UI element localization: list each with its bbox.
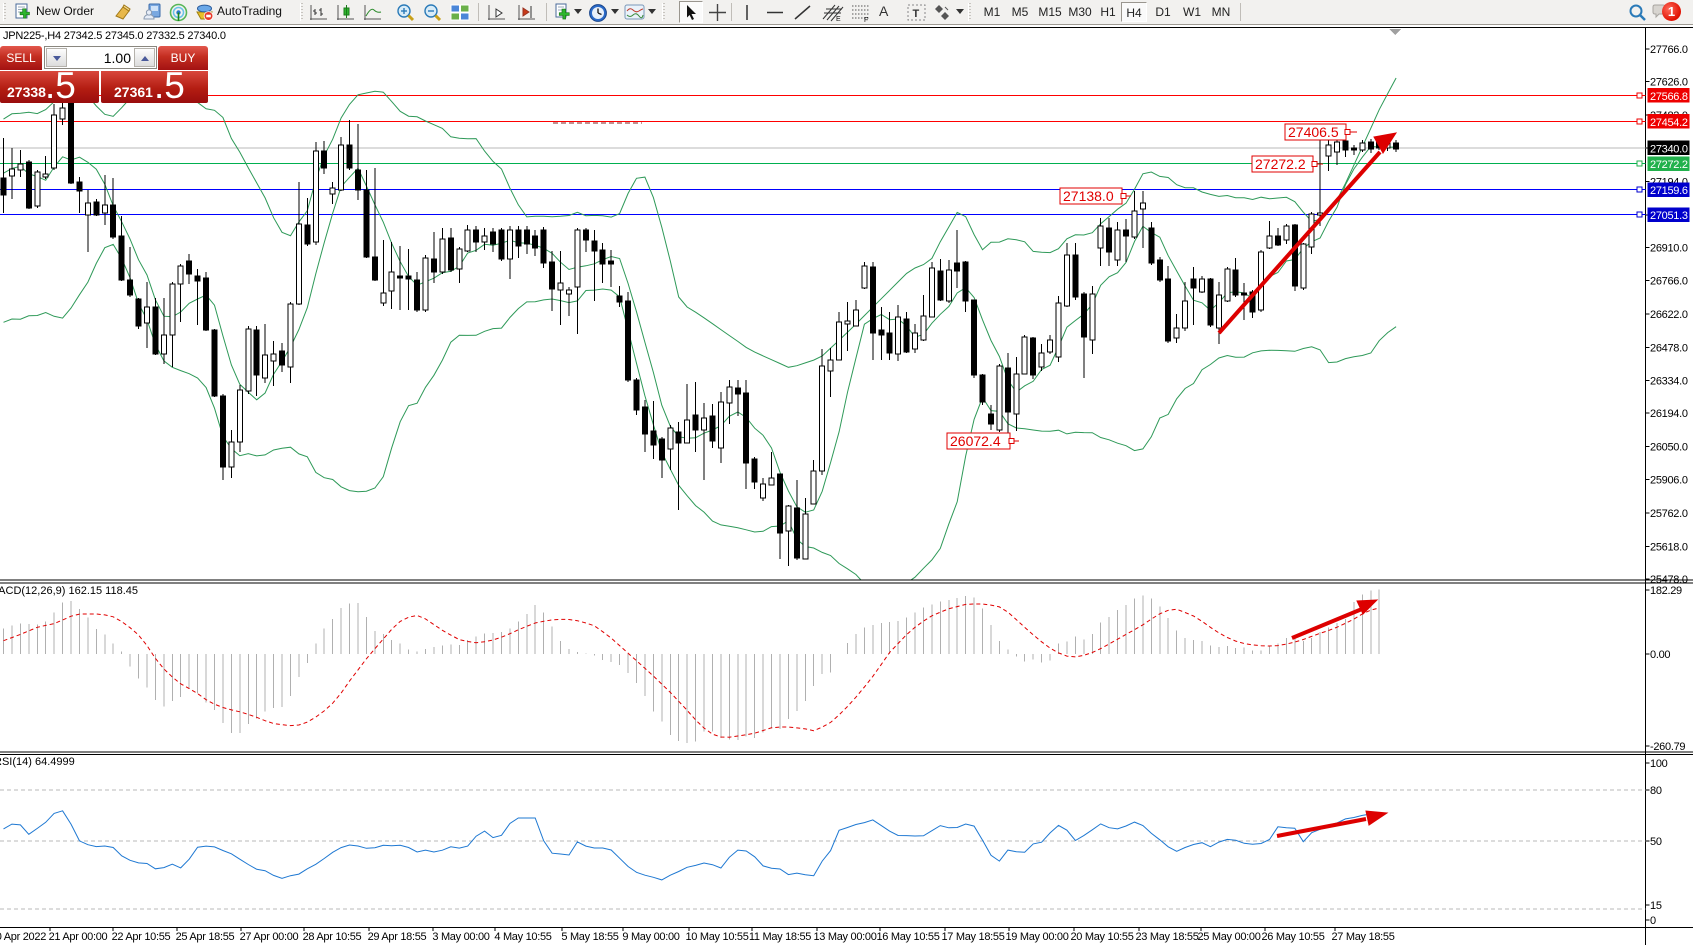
svg-text:26194.0: 26194.0 <box>1650 408 1688 420</box>
svg-text:27272.2: 27272.2 <box>1255 156 1306 172</box>
svg-text:26478.0: 26478.0 <box>1650 342 1688 354</box>
svg-text:25618.0: 25618.0 <box>1650 541 1688 553</box>
svg-text:26910.0: 26910.0 <box>1650 242 1688 254</box>
svg-text:21 Apr 00:00: 21 Apr 00:00 <box>49 931 108 943</box>
svg-text:RSI(14) 64.4999: RSI(14) 64.4999 <box>0 756 75 768</box>
svg-text:27566.8: 27566.8 <box>1650 91 1688 103</box>
svg-text:26072.4: 26072.4 <box>950 433 1001 449</box>
svg-text:26334.0: 26334.0 <box>1650 376 1688 388</box>
svg-text:27454.2: 27454.2 <box>1650 117 1688 129</box>
svg-text:26622.0: 26622.0 <box>1650 309 1688 321</box>
svg-text:25906.0: 25906.0 <box>1650 475 1688 487</box>
svg-text:F: F <box>864 17 868 22</box>
svg-text:27051.3: 27051.3 <box>1650 210 1688 222</box>
svg-text:27340.0: 27340.0 <box>1650 143 1688 155</box>
svg-text:27406.5: 27406.5 <box>1288 124 1339 140</box>
svg-text:28 Apr 10:55: 28 Apr 10:55 <box>303 931 362 943</box>
svg-text:10 May 10:55: 10 May 10:55 <box>685 931 748 943</box>
svg-text:4 May 10:55: 4 May 10:55 <box>494 931 551 943</box>
svg-text:9 May 00:00: 9 May 00:00 <box>622 931 679 943</box>
svg-text:MACD(12,26,9) 162.15 118.45: MACD(12,26,9) 162.15 118.45 <box>0 585 138 597</box>
svg-text:E: E <box>836 16 841 22</box>
svg-text:26 May 10:55: 26 May 10:55 <box>1261 931 1324 943</box>
svg-text:0: 0 <box>1650 915 1656 927</box>
svg-text:JPN225-,H4 27342.5 27345.0 27: JPN225-,H4 27342.5 27345.0 27332.5 27340… <box>3 30 226 42</box>
svg-text:25 May 00:00: 25 May 00:00 <box>1197 931 1260 943</box>
svg-text:19 May 00:00: 19 May 00:00 <box>1005 931 1068 943</box>
svg-text:20 Apr 2022: 20 Apr 2022 <box>0 931 46 943</box>
svg-text:15: 15 <box>1650 900 1662 912</box>
svg-text:0.00: 0.00 <box>1650 649 1670 661</box>
svg-text:27272.2: 27272.2 <box>1650 159 1688 171</box>
svg-text:27 Apr 00:00: 27 Apr 00:00 <box>240 931 299 943</box>
svg-text:25478.0: 25478.0 <box>1650 574 1688 586</box>
svg-text:25762.0: 25762.0 <box>1650 508 1688 520</box>
svg-text:23 May 18:55: 23 May 18:55 <box>1135 931 1198 943</box>
svg-text:29 Apr 18:55: 29 Apr 18:55 <box>368 931 427 943</box>
svg-text:T: T <box>913 8 920 20</box>
svg-text:80: 80 <box>1650 785 1662 797</box>
svg-text:22 Apr 10:55: 22 Apr 10:55 <box>112 931 171 943</box>
svg-text:3 May 00:00: 3 May 00:00 <box>432 931 489 943</box>
svg-text:11 May 18:55: 11 May 18:55 <box>749 931 811 943</box>
svg-text:27766.0: 27766.0 <box>1650 44 1688 56</box>
svg-text:25 Apr 18:55: 25 Apr 18:55 <box>176 931 235 943</box>
svg-text:26050.0: 26050.0 <box>1650 441 1688 453</box>
svg-text:16 May 10:55: 16 May 10:55 <box>876 931 939 943</box>
svg-text:182.29: 182.29 <box>1650 585 1682 597</box>
svg-text:27 May 18:55: 27 May 18:55 <box>1331 931 1394 943</box>
svg-text:100: 100 <box>1650 758 1668 770</box>
svg-text:27626.0: 27626.0 <box>1650 77 1688 89</box>
svg-text:17 May 18:55: 17 May 18:55 <box>941 931 1004 943</box>
svg-text:20 May 10:55: 20 May 10:55 <box>1070 931 1133 943</box>
svg-text:50: 50 <box>1650 836 1662 848</box>
svg-text:13 May 00:00: 13 May 00:00 <box>813 931 876 943</box>
svg-text:5 May 18:55: 5 May 18:55 <box>561 931 618 943</box>
svg-text:27138.0: 27138.0 <box>1063 188 1114 204</box>
svg-text:-260.79: -260.79 <box>1650 741 1685 753</box>
svg-text:27159.6: 27159.6 <box>1650 185 1688 197</box>
svg-text:26766.0: 26766.0 <box>1650 276 1688 288</box>
